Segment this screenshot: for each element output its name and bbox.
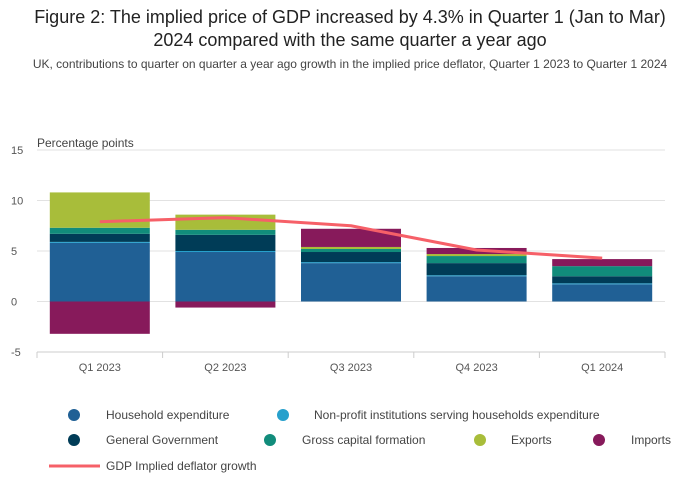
bar-segment [301, 248, 401, 253]
chart-subtitle: UK, contributions to quarter on quarter … [32, 57, 668, 71]
bar-segment [49, 227, 150, 234]
y-tick-label: 15 [11, 145, 23, 157]
legend-swatch [277, 409, 289, 421]
bar-segment [426, 256, 527, 264]
line-series [99, 216, 603, 260]
legend-label: General Government [106, 433, 219, 447]
bar-segment [49, 301, 150, 334]
bar-segment [49, 192, 150, 228]
y-axis-label: Percentage points [37, 136, 134, 150]
bar-segment [301, 246, 401, 249]
bar-segment [49, 241, 150, 243]
legend-swatch [474, 434, 486, 446]
legend-label: Exports [511, 433, 552, 447]
y-tick-labels: 15 10 5 0 -5 [11, 145, 23, 359]
bar-segment [426, 276, 527, 302]
legend-label: Household expenditure [106, 408, 230, 422]
bar-segment [552, 259, 653, 267]
bar-segment [175, 251, 276, 253]
y-tick-label: 0 [11, 297, 17, 309]
bar-segment [175, 234, 276, 251]
y-tick-label: 10 [11, 196, 23, 208]
x-tick-label: Q4 2023 [455, 362, 497, 374]
bar-segment [426, 254, 527, 257]
bar-segment [552, 284, 653, 302]
legend-swatch [68, 434, 80, 446]
legend-label: Imports [631, 433, 671, 447]
bar-segment [175, 252, 276, 302]
legend: Household expenditure Non-profit institut… [49, 408, 671, 473]
legend-swatch [68, 409, 80, 421]
bar-segment [301, 228, 401, 247]
legend-swatch [593, 434, 605, 446]
legend-label: GDP Implied deflator growth [106, 459, 257, 473]
deflator-line [99, 216, 603, 260]
bar-segment [552, 283, 653, 285]
x-tick-label: Q1 2023 [79, 362, 121, 374]
x-tick-label: Q3 2023 [330, 362, 372, 374]
bar-segment [49, 242, 150, 302]
bar-segment [301, 252, 401, 263]
bar-segment [552, 266, 653, 277]
x-axis: Q1 2023 Q2 2023 Q3 2023 Q4 2023 Q1 2024 [36, 351, 666, 374]
y-tick-label: -5 [11, 347, 21, 359]
bar-segment [301, 263, 401, 302]
x-tick-label: Q2 2023 [204, 362, 246, 374]
bar-segment [175, 229, 276, 235]
bars [49, 192, 653, 334]
y-tick-label: 5 [11, 246, 17, 258]
bar-segment [426, 263, 527, 276]
chart-title: Figure 2: The implied price of GDP incre… [34, 7, 666, 50]
bar-segment [175, 301, 276, 308]
legend-label: Non-profit institutions serving househol… [314, 408, 600, 422]
x-tick-label: Q1 2024 [581, 362, 623, 374]
legend-swatch [264, 434, 276, 446]
bar-segment [552, 276, 653, 284]
bar-segment [426, 275, 527, 277]
bar-segment [49, 233, 150, 242]
bar-segment [301, 262, 401, 264]
legend-label: Gross capital formation [302, 433, 425, 447]
